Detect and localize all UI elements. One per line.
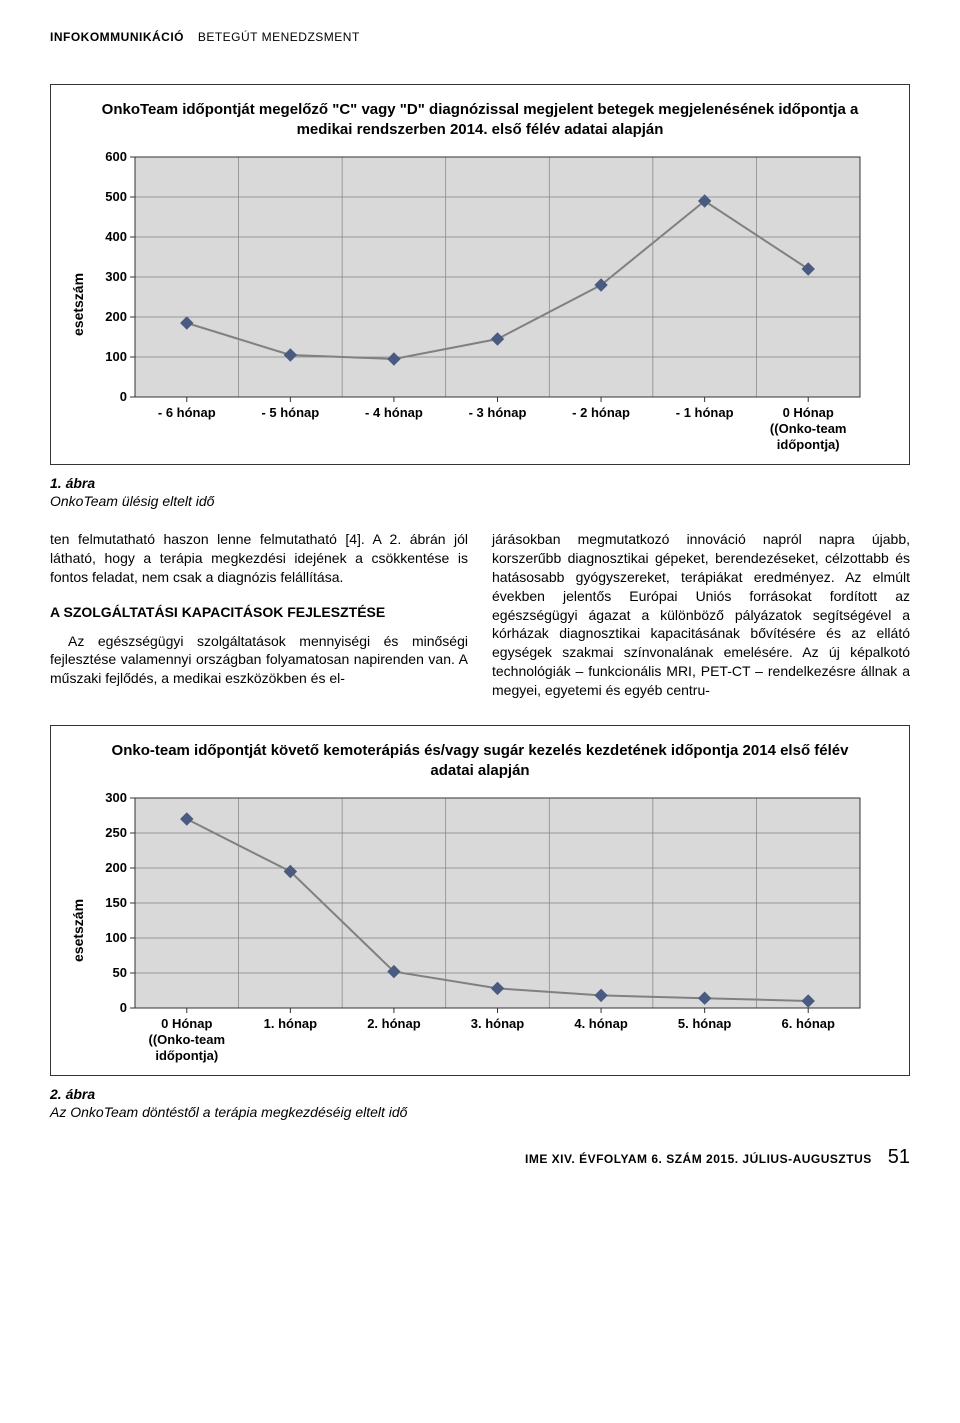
svg-text:4. hónap: 4. hónap xyxy=(574,1016,628,1031)
svg-text:időpontja): időpontja) xyxy=(777,437,840,452)
svg-text:időpontja): időpontja) xyxy=(155,1048,218,1063)
svg-text:1. hónap: 1. hónap xyxy=(264,1016,318,1031)
svg-text:((Onko-team: ((Onko-team xyxy=(770,421,847,436)
col1-para2: Az egészségügyi szolgáltatások mennyiség… xyxy=(50,632,468,689)
column-right: járásokban megmutatkozó innováció napról… xyxy=(492,530,910,700)
chart-2-ylabel: esetszám xyxy=(66,790,90,1070)
svg-text:- 5 hónap: - 5 hónap xyxy=(261,405,319,420)
svg-text:2. hónap: 2. hónap xyxy=(367,1016,421,1031)
svg-text:0 Hónap: 0 Hónap xyxy=(783,405,834,420)
chart-2-plot: 0 50 100 150 200 250 300 0 Hónap((Onko-teamidőp… xyxy=(90,790,894,1070)
svg-text:400: 400 xyxy=(105,229,127,244)
svg-text:0 Hónap: 0 Hónap xyxy=(161,1016,212,1031)
svg-text:0: 0 xyxy=(120,1000,127,1015)
chart-1-container: OnkoTeam időpontját megelőző "C" vagy "D… xyxy=(50,84,910,465)
chart-2-svg: 0 50 100 150 200 250 300 0 Hónap((Onko-teamidőp… xyxy=(90,790,870,1070)
svg-text:150: 150 xyxy=(105,895,127,910)
svg-text:0: 0 xyxy=(120,389,127,404)
svg-text:- 2 hónap: - 2 hónap xyxy=(572,405,630,420)
svg-text:300: 300 xyxy=(105,790,127,805)
body-columns: ten felmutatható haszon lenne felmutatha… xyxy=(50,530,910,700)
caption-2-text: Az OnkoTeam döntéstől a terápia megkezdé… xyxy=(50,1104,407,1120)
svg-text:3. hónap: 3. hónap xyxy=(471,1016,525,1031)
footer-journal: IME XIV. ÉVFOLYAM 6. SZÁM 2015. JÚLIUS-A… xyxy=(525,1152,872,1166)
header-section-sub: BETEGÚT MENEDZSMENT xyxy=(198,30,360,44)
page-footer: IME XIV. ÉVFOLYAM 6. SZÁM 2015. JÚLIUS-A… xyxy=(50,1146,910,1169)
chart-1-plot: 0 100 200 300 400 500 600 - 6 hónap - 5 hónap - 4… xyxy=(90,149,894,459)
header-section-main: INFOKOMMUNIKÁCIÓ xyxy=(50,30,184,44)
svg-text:- 4 hónap: - 4 hónap xyxy=(365,405,423,420)
chart-2-caption: 2. ábra Az OnkoTeam döntéstől a terápia … xyxy=(50,1086,910,1121)
svg-text:300: 300 xyxy=(105,269,127,284)
chart-1-title: OnkoTeam időpontját megelőző "C" vagy "D… xyxy=(66,95,894,149)
caption-2-num: 2. ábra xyxy=(50,1086,95,1102)
svg-text:- 3 hónap: - 3 hónap xyxy=(469,405,527,420)
caption-1-num: 1. ábra xyxy=(50,475,95,491)
footer-page-number: 51 xyxy=(888,1146,910,1169)
col2-para1: járásokban megmutatkozó innováció napról… xyxy=(492,530,910,700)
svg-text:200: 200 xyxy=(105,860,127,875)
chart-2-title: Onko-team időpontját követő kemoterápiás… xyxy=(66,736,894,790)
svg-text:200: 200 xyxy=(105,309,127,324)
svg-text:100: 100 xyxy=(105,349,127,364)
svg-text:500: 500 xyxy=(105,189,127,204)
chart-1-caption: 1. ábra OnkoTeam ülésig eltelt idő xyxy=(50,475,910,510)
svg-text:((Onko-team: ((Onko-team xyxy=(149,1032,226,1047)
svg-text:600: 600 xyxy=(105,149,127,164)
svg-text:- 6 hónap: - 6 hónap xyxy=(158,405,216,420)
svg-text:5. hónap: 5. hónap xyxy=(678,1016,732,1031)
section-heading: A SZOLGÁLTATÁSI KAPACITÁSOK FEJLESZTÉSE xyxy=(50,603,468,622)
caption-1-text: OnkoTeam ülésig eltelt idő xyxy=(50,493,214,509)
svg-text:6. hónap: 6. hónap xyxy=(781,1016,835,1031)
svg-text:250: 250 xyxy=(105,825,127,840)
column-left: ten felmutatható haszon lenne felmutatha… xyxy=(50,530,468,700)
svg-text:50: 50 xyxy=(113,965,127,980)
svg-text:- 1 hónap: - 1 hónap xyxy=(676,405,734,420)
col1-para1: ten felmutatható haszon lenne felmutatha… xyxy=(50,530,468,587)
svg-text:100: 100 xyxy=(105,930,127,945)
page-header: INFOKOMMUNIKÁCIÓ BETEGÚT MENEDZSMENT xyxy=(50,30,910,44)
chart-2-container: Onko-team időpontját követő kemoterápiás… xyxy=(50,725,910,1076)
chart-1-svg: 0 100 200 300 400 500 600 - 6 hónap - 5 hónap - 4… xyxy=(90,149,870,459)
chart-1-ylabel: esetszám xyxy=(66,149,90,459)
